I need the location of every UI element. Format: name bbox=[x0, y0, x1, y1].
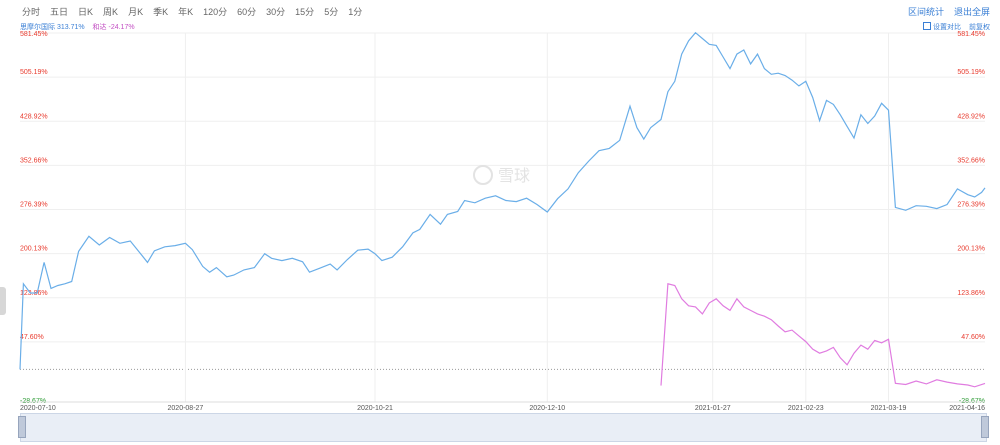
y-tick-label-left: 352.66% bbox=[20, 157, 48, 164]
y-tick-label-right: 123.86% bbox=[957, 290, 985, 297]
y-tick-label-right: 47.60% bbox=[961, 334, 985, 341]
left-collapse-handle[interactable] bbox=[0, 287, 6, 315]
period-tab-11[interactable]: 5分 bbox=[324, 7, 339, 17]
navigator-left-handle[interactable] bbox=[18, 416, 26, 438]
y-tick-label-left: 581.45% bbox=[20, 31, 48, 38]
y-tick-label-left: 47.60% bbox=[20, 334, 44, 341]
x-tick-label: 2021-03-19 bbox=[871, 405, 907, 412]
period-tab-1[interactable]: 五日 bbox=[50, 7, 69, 17]
x-tick-label: 2020-07-10 bbox=[20, 405, 56, 412]
legend-series-2: 和达 -24.17% bbox=[92, 24, 135, 31]
x-tick-label: 2020-08-27 bbox=[168, 405, 204, 412]
period-tabs: 分时 五日 日K 周K 月K 季K 年K 120分 60分 30分 15分 5分 1分 bbox=[22, 5, 372, 18]
period-tab-6[interactable]: 年K bbox=[178, 7, 194, 17]
period-tab-0[interactable]: 分时 bbox=[22, 7, 41, 17]
toolbar: 分时 五日 日K 周K 月K 季K 年K 120分 60分 30分 15分 5分 1分 区间统计 退出全… bbox=[0, 0, 1000, 22]
watermark-logo-icon bbox=[473, 165, 493, 185]
range-navigator[interactable] bbox=[18, 413, 989, 442]
x-tick-label: 2020-10-21 bbox=[357, 405, 393, 412]
checkbox-icon bbox=[923, 22, 932, 30]
exit-fullscreen-link[interactable]: 退出全屏 bbox=[953, 7, 990, 17]
compare-settings-button[interactable]: 设置对比 bbox=[923, 22, 962, 31]
restore-button[interactable]: 前复权 bbox=[969, 24, 990, 31]
y-tick-label-left: 428.92% bbox=[20, 113, 48, 120]
x-tick-label: 2021-04-16 bbox=[949, 405, 985, 412]
y-tick-label-right: 352.66% bbox=[957, 157, 985, 164]
period-tab-12[interactable]: 1分 bbox=[348, 7, 363, 17]
y-tick-label-left: 505.19% bbox=[20, 69, 48, 76]
legend-series-1: 思摩尔国际 313.71% bbox=[20, 24, 85, 31]
series-line-2 bbox=[660, 283, 986, 388]
period-tab-9[interactable]: 30分 bbox=[266, 7, 286, 17]
period-tab-8[interactable]: 60分 bbox=[237, 7, 257, 17]
period-tab-7[interactable]: 120分 bbox=[203, 7, 228, 17]
y-tick-label-right: 581.45% bbox=[957, 31, 985, 38]
x-tick-label: 2021-01-27 bbox=[695, 405, 731, 412]
y-tick-label-right: 428.92% bbox=[957, 113, 985, 120]
navigator-right-handle[interactable] bbox=[981, 416, 989, 438]
series-line-1 bbox=[19, 31, 986, 370]
period-tab-2[interactable]: 日K bbox=[78, 7, 94, 17]
legend: 思摩尔国际 313.71% 和达 -24.17% bbox=[20, 22, 135, 32]
top-right-links: 区间统计 退出全屏 bbox=[898, 5, 990, 18]
period-tab-5[interactable]: 季K bbox=[153, 7, 169, 17]
chart-options: 设置对比 前复权 bbox=[917, 22, 990, 32]
x-tick-label: 2020-12-10 bbox=[529, 405, 565, 412]
y-tick-label-right: 200.13% bbox=[957, 246, 985, 253]
y-tick-label-left: 276.39% bbox=[20, 202, 48, 209]
y-tick-label-left: 200.13% bbox=[20, 246, 48, 253]
watermark-text: 雪球 bbox=[498, 166, 530, 185]
range-stats-link[interactable]: 区间统计 bbox=[907, 7, 944, 17]
y-tick-label-right: 276.39% bbox=[957, 202, 985, 209]
compare-label: 设置对比 bbox=[933, 24, 962, 31]
x-tick-label: 2021-02-23 bbox=[788, 405, 824, 412]
period-tab-10[interactable]: 15分 bbox=[295, 7, 315, 17]
y-tick-label-right: 505.19% bbox=[957, 69, 985, 76]
period-tab-3[interactable]: 周K bbox=[103, 7, 119, 17]
period-tab-4[interactable]: 月K bbox=[128, 7, 144, 17]
